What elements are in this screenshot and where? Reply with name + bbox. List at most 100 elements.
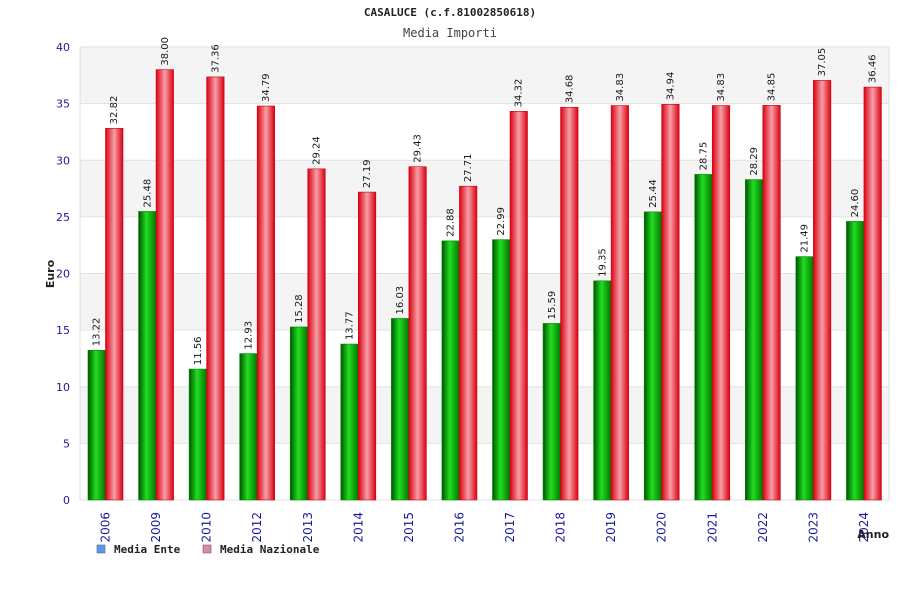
bar-media-ente [138, 211, 157, 501]
legend-label: Media Ente [114, 543, 181, 556]
data-label: 32.82 [109, 96, 120, 125]
y-axis-label: Euro [44, 259, 57, 288]
data-label: 27.71 [463, 154, 474, 183]
x-tick-label: 2009 [149, 512, 163, 543]
data-label: 36.46 [868, 54, 879, 83]
x-tick-label: 2014 [351, 512, 365, 543]
data-label: 28.29 [749, 147, 760, 176]
data-label: 38.00 [160, 37, 171, 66]
bar-media-nazionale [307, 168, 326, 501]
data-label: 13.77 [345, 311, 356, 340]
x-tick-label: 2018 [554, 512, 568, 543]
y-tick-label: 40 [56, 41, 70, 54]
x-tick-label: 2023 [806, 512, 820, 543]
bar-media-ente [795, 256, 814, 501]
bar-media-ente [340, 343, 359, 501]
bar-media-ente [593, 280, 612, 501]
data-label: 22.88 [446, 208, 457, 237]
bar-media-nazionale [863, 86, 882, 501]
bar-media-nazionale [560, 106, 579, 501]
bar-media-ente [542, 323, 561, 501]
bar-media-nazionale [813, 80, 832, 501]
x-tick-label: 2016 [452, 512, 466, 543]
bar-media-nazionale [408, 166, 427, 501]
data-label: 27.19 [362, 159, 373, 188]
bar-media-ente [239, 353, 258, 501]
x-tick-label: 2017 [503, 512, 517, 543]
x-axis-label: Anno [857, 528, 889, 541]
y-tick-label: 35 [56, 98, 70, 111]
y-axis: 0 5 10 15 20 25 30 35 40 [56, 41, 70, 507]
data-label: 37.05 [817, 48, 828, 77]
data-label: 19.35 [597, 248, 608, 277]
bar-media-nazionale [256, 105, 275, 501]
x-tick-label: 2021 [705, 512, 719, 543]
bar-media-nazionale [610, 105, 629, 501]
data-label: 34.79 [261, 73, 272, 102]
x-tick-label: 2020 [655, 512, 669, 543]
bar-media-nazionale [661, 104, 680, 501]
bar-media-ente [289, 326, 309, 501]
data-label: 16.03 [395, 286, 406, 315]
data-label: 34.83 [716, 73, 727, 102]
data-label: 25.44 [648, 179, 659, 208]
data-label: 29.43 [413, 134, 424, 163]
bars: 13.22 32.82 25.48 38.00 11.56 37.36 12.93 34.79… [87, 37, 882, 501]
x-tick-label: 2019 [604, 512, 618, 543]
bar-media-nazionale [509, 111, 528, 501]
bar-media-ente [492, 239, 511, 501]
bar-media-ente [188, 368, 207, 501]
data-label: 12.93 [243, 321, 254, 350]
bar-media-ente [846, 221, 865, 501]
y-tick-label: 0 [63, 494, 70, 507]
bar-media-ente [441, 240, 460, 501]
x-tick-label: 2013 [301, 512, 315, 543]
y-tick-label: 5 [63, 437, 70, 450]
bar-media-ente [694, 174, 713, 501]
x-tick-label: 2010 [200, 512, 214, 543]
data-label: 15.28 [294, 294, 305, 323]
data-label: 34.32 [514, 79, 525, 108]
bar-media-nazionale [105, 128, 124, 501]
bar-media-nazionale [459, 185, 478, 501]
data-label: 34.85 [767, 73, 778, 102]
data-label: 13.22 [92, 318, 103, 347]
y-tick-label: 10 [56, 381, 70, 394]
bar-media-nazionale [358, 191, 377, 501]
data-label: 22.99 [496, 207, 507, 236]
bar-media-nazionale [155, 69, 174, 501]
x-axis: 2006 2009 2010 2012 2013 2014 2015 2016 2017 2018… [99, 512, 871, 543]
data-label: 11.56 [193, 336, 204, 365]
x-tick-label: 2024 [857, 512, 871, 543]
x-tick-label: 2022 [756, 512, 770, 543]
bar-media-nazionale [206, 76, 225, 501]
bar-media-nazionale [711, 105, 731, 501]
data-label: 28.75 [699, 142, 710, 171]
data-label: 34.68 [564, 75, 575, 104]
data-label: 37.36 [210, 44, 221, 73]
bar-media-ente [745, 179, 764, 501]
y-tick-label: 15 [56, 324, 70, 337]
legend-label: Media Nazionale [220, 543, 320, 556]
y-tick-label: 30 [56, 154, 70, 167]
x-tick-label: 2012 [250, 512, 264, 543]
x-tick-label: 2015 [402, 512, 416, 543]
data-label: 25.48 [142, 179, 153, 208]
data-label: 15.59 [547, 291, 558, 320]
data-label: 21.49 [800, 224, 811, 253]
chart-title: CASALUCE (c.f.81002850618) [364, 6, 536, 19]
chart-subtitle: Media Importi [403, 26, 497, 40]
y-tick-label: 25 [56, 211, 70, 224]
bar-media-ente [643, 211, 662, 501]
bar-media-ente [87, 349, 106, 501]
y-tick-label: 20 [56, 268, 70, 281]
data-label: 34.83 [615, 73, 626, 102]
data-label: 24.60 [850, 189, 861, 218]
legend: Media Ente Media Nazionale [96, 543, 320, 556]
data-label: 29.24 [312, 136, 323, 165]
x-tick-label: 2006 [99, 512, 113, 543]
legend-swatch [96, 544, 106, 554]
bar-media-ente [391, 318, 410, 501]
legend-swatch [202, 544, 212, 554]
